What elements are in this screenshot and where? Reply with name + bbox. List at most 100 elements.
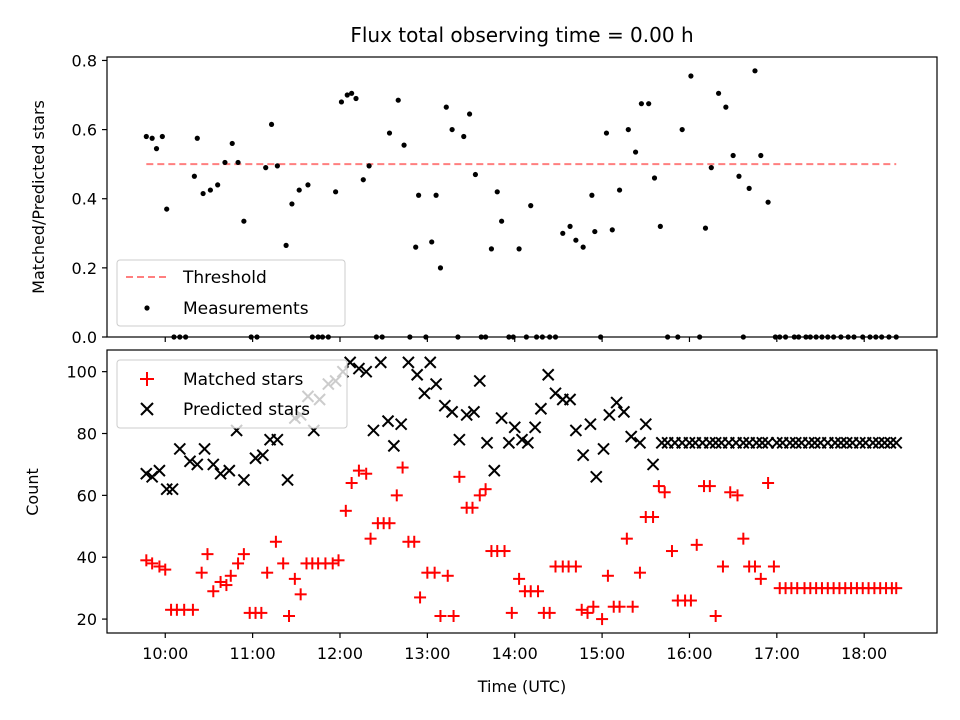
bottom-x-axis: 10:00 11:00 12:00 13:00 14:00 15:00 16:00 17:00… (142, 633, 887, 663)
matched-star-point (587, 600, 600, 613)
top-y-tick-label: 0.0 (72, 328, 97, 347)
matched-star-point (441, 569, 454, 582)
predicted-star-point (207, 458, 220, 471)
matched-star-point (383, 517, 396, 530)
top-legend: Threshold Measurements (116, 259, 346, 327)
measurement-point (333, 189, 339, 195)
matched-star-point (146, 557, 159, 570)
matched-star-point (332, 554, 345, 567)
matched-star-point (652, 480, 665, 493)
measurement-point (651, 175, 658, 181)
predicted-star-point (429, 377, 443, 391)
predicted-star-point (480, 436, 494, 449)
predicted-star-point (352, 362, 366, 375)
predicted-star-point (191, 458, 204, 471)
measurement-point (679, 126, 685, 133)
matched-star-point (498, 545, 511, 558)
measurement-point (283, 242, 289, 248)
matched-star-point (731, 489, 744, 502)
matched-star-point (665, 545, 678, 558)
measurement-point (338, 99, 345, 105)
predicted-star-point (884, 436, 897, 449)
matched-star-point (434, 609, 447, 622)
bottom-x-tick-label: 10:00 (142, 644, 188, 663)
predicted-star-point (872, 436, 885, 449)
predicted-star-point (394, 418, 408, 431)
matched-star-point (703, 480, 716, 493)
measurement-point (609, 227, 615, 233)
predicted-star-point (625, 430, 638, 443)
bottom-y-tick-label: 60 (77, 486, 97, 505)
measurement-point (194, 135, 200, 141)
matched-star-point (207, 585, 220, 598)
bottom-plot-data (140, 356, 903, 626)
bottom-y-tick-label: 40 (77, 548, 97, 567)
measurement-point (143, 133, 149, 140)
predicted-star-point (249, 452, 262, 465)
matched-star-point (345, 476, 358, 489)
matched-star-point (447, 609, 460, 622)
matched-star-point (283, 609, 296, 622)
measurement-point (215, 182, 221, 188)
predicted-star-point (502, 436, 516, 449)
measurement-point (567, 223, 573, 229)
predicted-star-point (808, 436, 821, 449)
measurement-point (344, 92, 350, 98)
predicted-star-point (198, 442, 211, 456)
measurement-point (153, 146, 160, 152)
measurement-point (499, 218, 505, 224)
matched-star-point (581, 606, 594, 619)
matched-star-point (596, 613, 609, 626)
matched-star-point (748, 560, 761, 573)
predicted-star-point (367, 424, 380, 437)
chart-title: Flux total observing time = 0.00 h (350, 23, 693, 47)
top-y-axis-label: Matched/Predicted stars (29, 100, 48, 294)
predicted-star-point (508, 421, 521, 434)
matched-star-point (220, 579, 233, 592)
measurement-point (616, 187, 623, 193)
matched-star-point (466, 501, 479, 514)
predicted-star-point (828, 436, 842, 449)
bottom-x-tick-label: 13:00 (404, 644, 450, 663)
matched-star-point (569, 560, 582, 573)
matched-star-point (261, 566, 274, 579)
measurement-point (688, 73, 694, 79)
matched-star-point (513, 572, 526, 585)
predicted-star-point (569, 424, 583, 437)
matched-star-point (255, 606, 268, 619)
predicted-star-point (563, 393, 577, 406)
matched-star-point (396, 461, 409, 474)
matched-star-point (339, 504, 352, 517)
measurement-point (235, 159, 241, 166)
measurement-point (360, 177, 366, 183)
bottom-y-tick-label: 80 (77, 425, 97, 444)
matched-star-point (633, 566, 646, 579)
measurement-point (164, 206, 170, 212)
matched-star-point (352, 464, 365, 477)
predicted-star-point (183, 455, 197, 468)
predicted-star-point (756, 436, 769, 449)
matched-star-point (601, 569, 614, 582)
matched-star-point (186, 603, 199, 616)
measurement-point (592, 228, 598, 235)
predicted-star-point (223, 464, 236, 477)
matched-star-point (237, 548, 250, 561)
predicted-star-point (410, 368, 424, 381)
measurement-point (516, 246, 522, 252)
measurement-point (433, 192, 439, 198)
measurement-point (353, 95, 359, 102)
predicted-star-point (610, 396, 623, 409)
matched-star-point (532, 585, 545, 598)
measurement-point (149, 135, 155, 141)
predicted-star-point (750, 436, 763, 449)
measurement-point (395, 97, 401, 103)
predicted-star-point (646, 458, 660, 471)
legend-predicted-label: Predicted stars (183, 400, 310, 420)
measurement-point (274, 163, 280, 169)
bottom-x-tick-label: 12:00 (317, 644, 363, 663)
predicted-star-point (576, 448, 590, 462)
bottom-x-tick-label: 14:00 (492, 644, 538, 663)
measurement-point (191, 173, 197, 179)
predicted-star-point (878, 436, 891, 449)
